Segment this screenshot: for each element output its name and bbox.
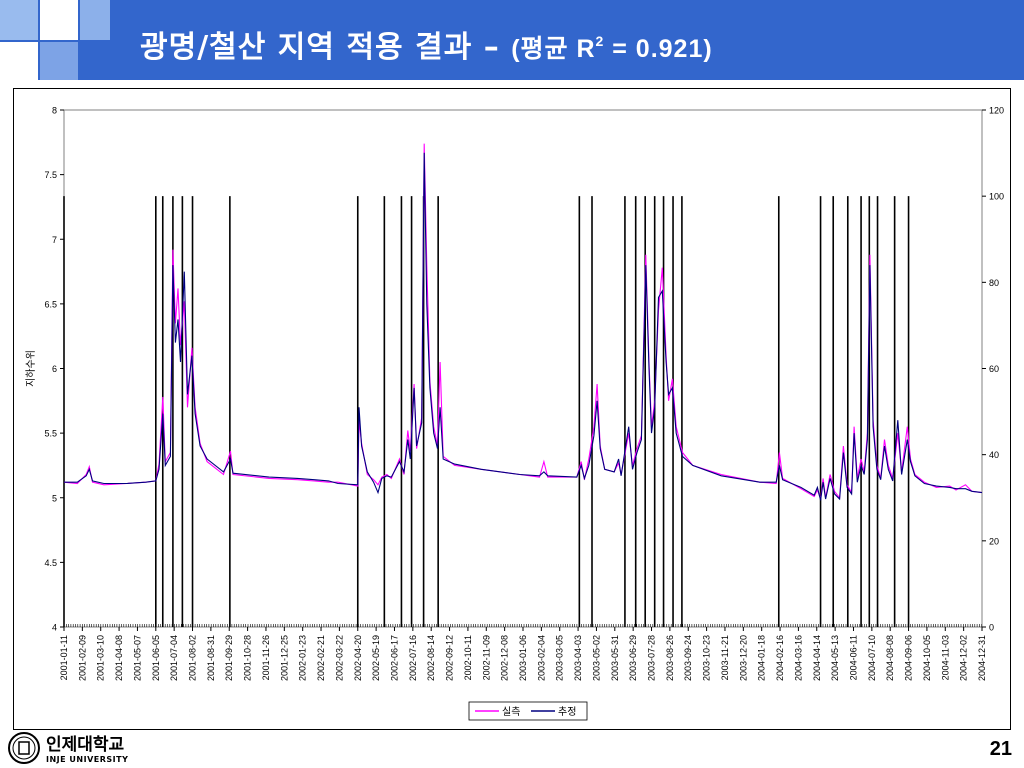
x-tick-label: 2002-04-20 bbox=[353, 635, 363, 681]
y-tick-label: 5.5 bbox=[44, 429, 57, 439]
x-tick-label: 2004-03-16 bbox=[793, 635, 803, 681]
logo-subtext: INJE UNIVERSITY bbox=[46, 755, 128, 764]
x-tick-label: 2001-10-28 bbox=[243, 635, 253, 681]
decorative-square bbox=[0, 42, 38, 80]
x-tick-label: 2002-06-17 bbox=[389, 635, 399, 681]
x-tick-label: 2004-12-02 bbox=[959, 635, 969, 681]
x-tick-label: 2003-11-21 bbox=[720, 635, 730, 680]
x-tick-label: 2003-12-20 bbox=[738, 635, 748, 681]
y-tick-label: 4.5 bbox=[44, 558, 57, 568]
x-tick-label: 2003-04-03 bbox=[573, 635, 583, 681]
x-tick-label: 2004-12-31 bbox=[977, 635, 987, 681]
x-tick-label: 2001-08-02 bbox=[188, 635, 198, 681]
x-tick-label: 2004-08-08 bbox=[885, 635, 895, 681]
plot-area bbox=[63, 109, 983, 628]
x-tick-label: 2002-10-11 bbox=[463, 635, 473, 680]
x-tick-label: 2001-07-04 bbox=[169, 635, 179, 681]
x-tick-label: 2002-01-23 bbox=[298, 635, 308, 681]
y-axis-label: 지하수위 bbox=[24, 350, 37, 387]
x-tick-label: 2002-11-09 bbox=[481, 635, 491, 680]
x-tick-label: 2004-05-13 bbox=[830, 635, 840, 681]
x-tick-label: 2003-07-28 bbox=[647, 635, 657, 681]
decorative-square bbox=[80, 0, 110, 40]
slide-title: 광명/철산 지역 적용 결과 – (평균 R2 = 0.921) bbox=[140, 22, 713, 66]
y-tick-label: 6.5 bbox=[44, 299, 57, 309]
legend-label: 추정 bbox=[558, 706, 576, 718]
title-r2-superscript: 2 bbox=[595, 33, 605, 49]
decorative-square bbox=[40, 0, 78, 40]
x-tick-label: 2003-09-24 bbox=[683, 635, 693, 681]
x-tick-label: 2004-01-18 bbox=[757, 635, 767, 681]
x-tick-label: 2004-04-14 bbox=[812, 635, 822, 681]
x-tick-label: 2001-05-07 bbox=[132, 635, 142, 681]
title-main: 광명/철산 지역 적용 결과 – bbox=[140, 30, 512, 65]
x-tick-label: 2001-09-29 bbox=[224, 635, 234, 681]
x-tick-label: 2001-11-26 bbox=[261, 635, 271, 680]
x-tick-label: 2001-03-10 bbox=[96, 635, 106, 681]
y2-tick-label: 100 bbox=[989, 192, 1004, 202]
x-tick-label: 2002-02-21 bbox=[316, 635, 326, 681]
x-tick-label: 2002-05-19 bbox=[371, 635, 381, 681]
x-tick-label: 2001-04-08 bbox=[114, 635, 124, 681]
legend-box bbox=[468, 701, 588, 721]
x-tick-label: 2001-06-05 bbox=[151, 635, 161, 681]
x-tick-label: 2003-02-04 bbox=[536, 635, 546, 681]
series-line-추정 bbox=[64, 152, 983, 501]
y2-tick-label: 60 bbox=[989, 364, 999, 374]
legend-label: 실측 bbox=[502, 706, 520, 718]
y-tick-label: 4 bbox=[52, 623, 57, 633]
decorative-square bbox=[0, 0, 38, 40]
x-tick-label: 2003-10-23 bbox=[702, 635, 712, 681]
x-tick-label: 2002-12-08 bbox=[500, 635, 510, 681]
chart-area: 4 4.5 5 5.5 6 6.5 7 7.5 8 0 20 40 60 80 100 120 2001-01-… bbox=[13, 88, 1011, 730]
x-tick-label: 2004-11-03 bbox=[940, 635, 950, 680]
page-number: 21 bbox=[989, 738, 1012, 760]
y-tick-label: 6 bbox=[52, 364, 57, 374]
x-tick-label: 2004-07-10 bbox=[867, 635, 877, 681]
x-tick-label: 2003-01-06 bbox=[518, 635, 528, 681]
y-tick-label: 8 bbox=[52, 106, 57, 116]
title-bar: 광명/철산 지역 적용 결과 – (평균 R2 = 0.921) bbox=[0, 0, 1024, 80]
y-tick-label: 7 bbox=[52, 235, 57, 245]
x-tick-label: 2004-02-16 bbox=[775, 635, 785, 681]
chart-svg: 44.555.566.577.580204060801001202001-01-… bbox=[24, 106, 1004, 721]
x-tick-label: 2002-03-22 bbox=[334, 635, 344, 681]
x-tick-label: 2004-10-05 bbox=[922, 635, 932, 681]
y2-tick-label: 0 bbox=[989, 623, 994, 633]
decorative-square bbox=[40, 42, 78, 80]
x-tick-label: 2003-08-26 bbox=[665, 635, 675, 681]
x-tick-label: 2001-01-11 bbox=[59, 635, 69, 680]
university-logo: 인제대학교 INJE UNIVERSITY bbox=[8, 732, 128, 764]
y-tick-label: 7.5 bbox=[44, 170, 57, 180]
x-tick-label: 2003-03-05 bbox=[555, 635, 565, 681]
x-tick-label: 2001-02-09 bbox=[77, 635, 87, 681]
logo-text: 인제대학교 bbox=[46, 735, 125, 755]
x-tick-label: 2003-05-31 bbox=[610, 635, 620, 681]
x-tick-label: 2002-09-12 bbox=[445, 635, 455, 681]
x-tick-label: 2002-08-14 bbox=[426, 635, 436, 681]
title-r2-open: (평균 R bbox=[511, 35, 596, 63]
x-tick-label: 2004-06-11 bbox=[848, 635, 858, 680]
y2-tick-label: 20 bbox=[989, 536, 999, 546]
x-tick-label: 2003-05-02 bbox=[591, 635, 601, 681]
y2-tick-label: 80 bbox=[989, 278, 999, 288]
y2-tick-label: 40 bbox=[989, 450, 999, 460]
y-tick-label: 5 bbox=[52, 493, 57, 503]
y2-tick-label: 120 bbox=[989, 106, 1004, 116]
x-tick-label: 2001-12-25 bbox=[279, 635, 289, 681]
x-tick-label: 2002-07-16 bbox=[408, 635, 418, 681]
x-tick-label: 2003-06-29 bbox=[628, 635, 638, 681]
series-line-실측 bbox=[63, 143, 983, 500]
x-tick-label: 2004-09-06 bbox=[904, 635, 914, 681]
title-r2-close: = 0.921) bbox=[604, 35, 713, 63]
x-tick-label: 2001-08-31 bbox=[206, 635, 216, 681]
